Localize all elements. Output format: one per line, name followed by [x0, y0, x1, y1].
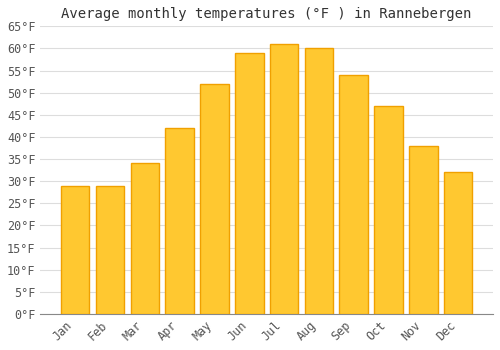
Bar [235, 53, 264, 314]
Bar [270, 44, 298, 314]
Bar [304, 48, 333, 314]
Bar [374, 106, 403, 314]
Bar [61, 186, 90, 314]
Bar [200, 84, 228, 314]
Bar [166, 128, 194, 314]
Bar [130, 163, 159, 314]
Bar [340, 75, 368, 314]
Bar [409, 146, 438, 314]
Title: Average monthly temperatures (°F ) in Rannebergen: Average monthly temperatures (°F ) in Ra… [62, 7, 472, 21]
Bar [444, 172, 472, 314]
Bar [96, 186, 124, 314]
